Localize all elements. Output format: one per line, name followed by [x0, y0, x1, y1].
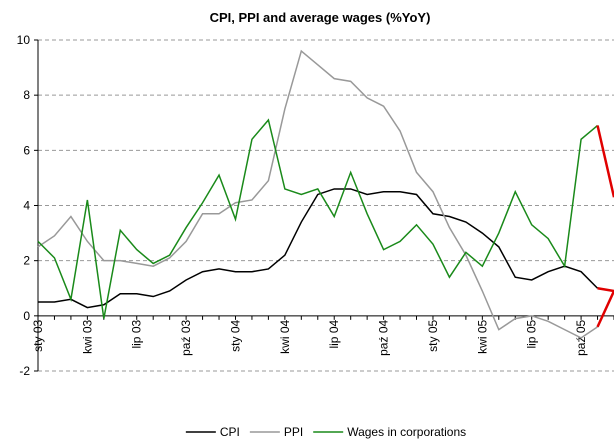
x-tick-label: kwi 05: [475, 320, 489, 354]
y-tick-label: 8: [23, 88, 30, 102]
x-tick-label: sty 05: [426, 320, 440, 352]
highlight-segment: [597, 287, 614, 293]
y-tick-label: 0: [23, 309, 30, 323]
legend-label: CPI: [220, 425, 240, 439]
x-tick-label: sty 03: [31, 320, 45, 352]
y-tick-label: 2: [23, 254, 30, 268]
x-tick-label: paź 03: [179, 320, 193, 356]
y-tick-label: 4: [23, 199, 30, 213]
legend-label: PPI: [284, 425, 303, 439]
y-tick-label: 6: [23, 143, 30, 157]
x-tick-label: lip 05: [525, 320, 539, 349]
y-tick-label: 10: [17, 33, 31, 47]
x-tick-label: sty 04: [228, 320, 242, 352]
x-tick-label: kwi 03: [80, 320, 94, 354]
x-tick-label: paź 04: [377, 320, 391, 356]
series-line: [37, 49, 598, 339]
x-tick-label: lip 03: [130, 320, 144, 349]
highlight-segment: [596, 125, 614, 198]
legend: CPI PPI Wages in corporations: [185, 425, 466, 439]
chart-title: CPI, PPI and average wages (%YoY): [210, 10, 431, 25]
y-tick-label: -2: [19, 364, 30, 378]
series-line: [38, 188, 599, 309]
x-tick-label: kwi 04: [278, 320, 292, 354]
series-line: [37, 118, 599, 319]
highlight-segment: [596, 290, 614, 328]
legend-label: Wages in corporations: [347, 425, 466, 439]
x-tick-label: lip 04: [327, 320, 341, 349]
